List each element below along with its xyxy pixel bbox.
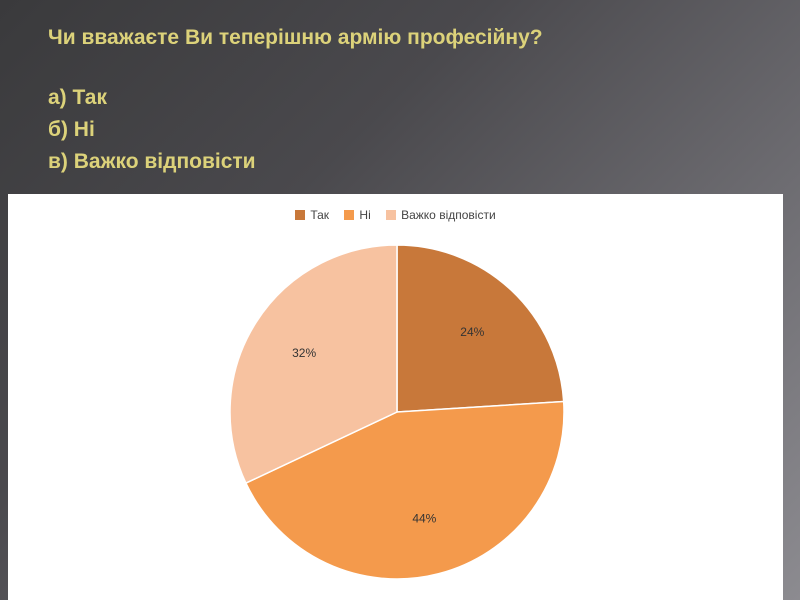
legend-item-ni: Ні: [344, 208, 371, 222]
legend-item-vazhko: Важко відповісти: [386, 208, 496, 222]
pie-svg: 24% 44% 32%: [229, 244, 565, 580]
pie-slice-vazhko: [229, 244, 398, 485]
option-c: в) Важко відповісти: [48, 150, 256, 173]
legend-label-tak: Так: [310, 208, 330, 222]
pie-slice-tak: [396, 244, 565, 413]
question-block: Чи вважаєте Ви теперішню армію професійн…: [48, 22, 543, 178]
option-b: б) Ні: [48, 118, 95, 141]
slice-label-vazhko: 32%: [292, 346, 316, 360]
legend-label-ni: Ні: [359, 208, 371, 222]
pie-chart-area: Так Ні Важко відповісти 24% 44% 32%: [8, 194, 783, 600]
legend-swatch-vazhko: [386, 210, 397, 220]
slice-label-ni: 44%: [412, 512, 436, 526]
slice-label-tak: 24%: [460, 325, 484, 339]
legend-swatch-ni: [344, 210, 355, 220]
question-title: Чи вважаєте Ви теперішню армію професійн…: [48, 26, 543, 49]
legend-label-vazhko: Важко відповісти: [401, 208, 496, 222]
option-a: а) Так: [48, 86, 108, 109]
legend-swatch-tak: [295, 210, 306, 220]
legend-item-tak: Так: [295, 208, 329, 222]
chart-legend: Так Ні Важко відповісти: [8, 208, 783, 223]
